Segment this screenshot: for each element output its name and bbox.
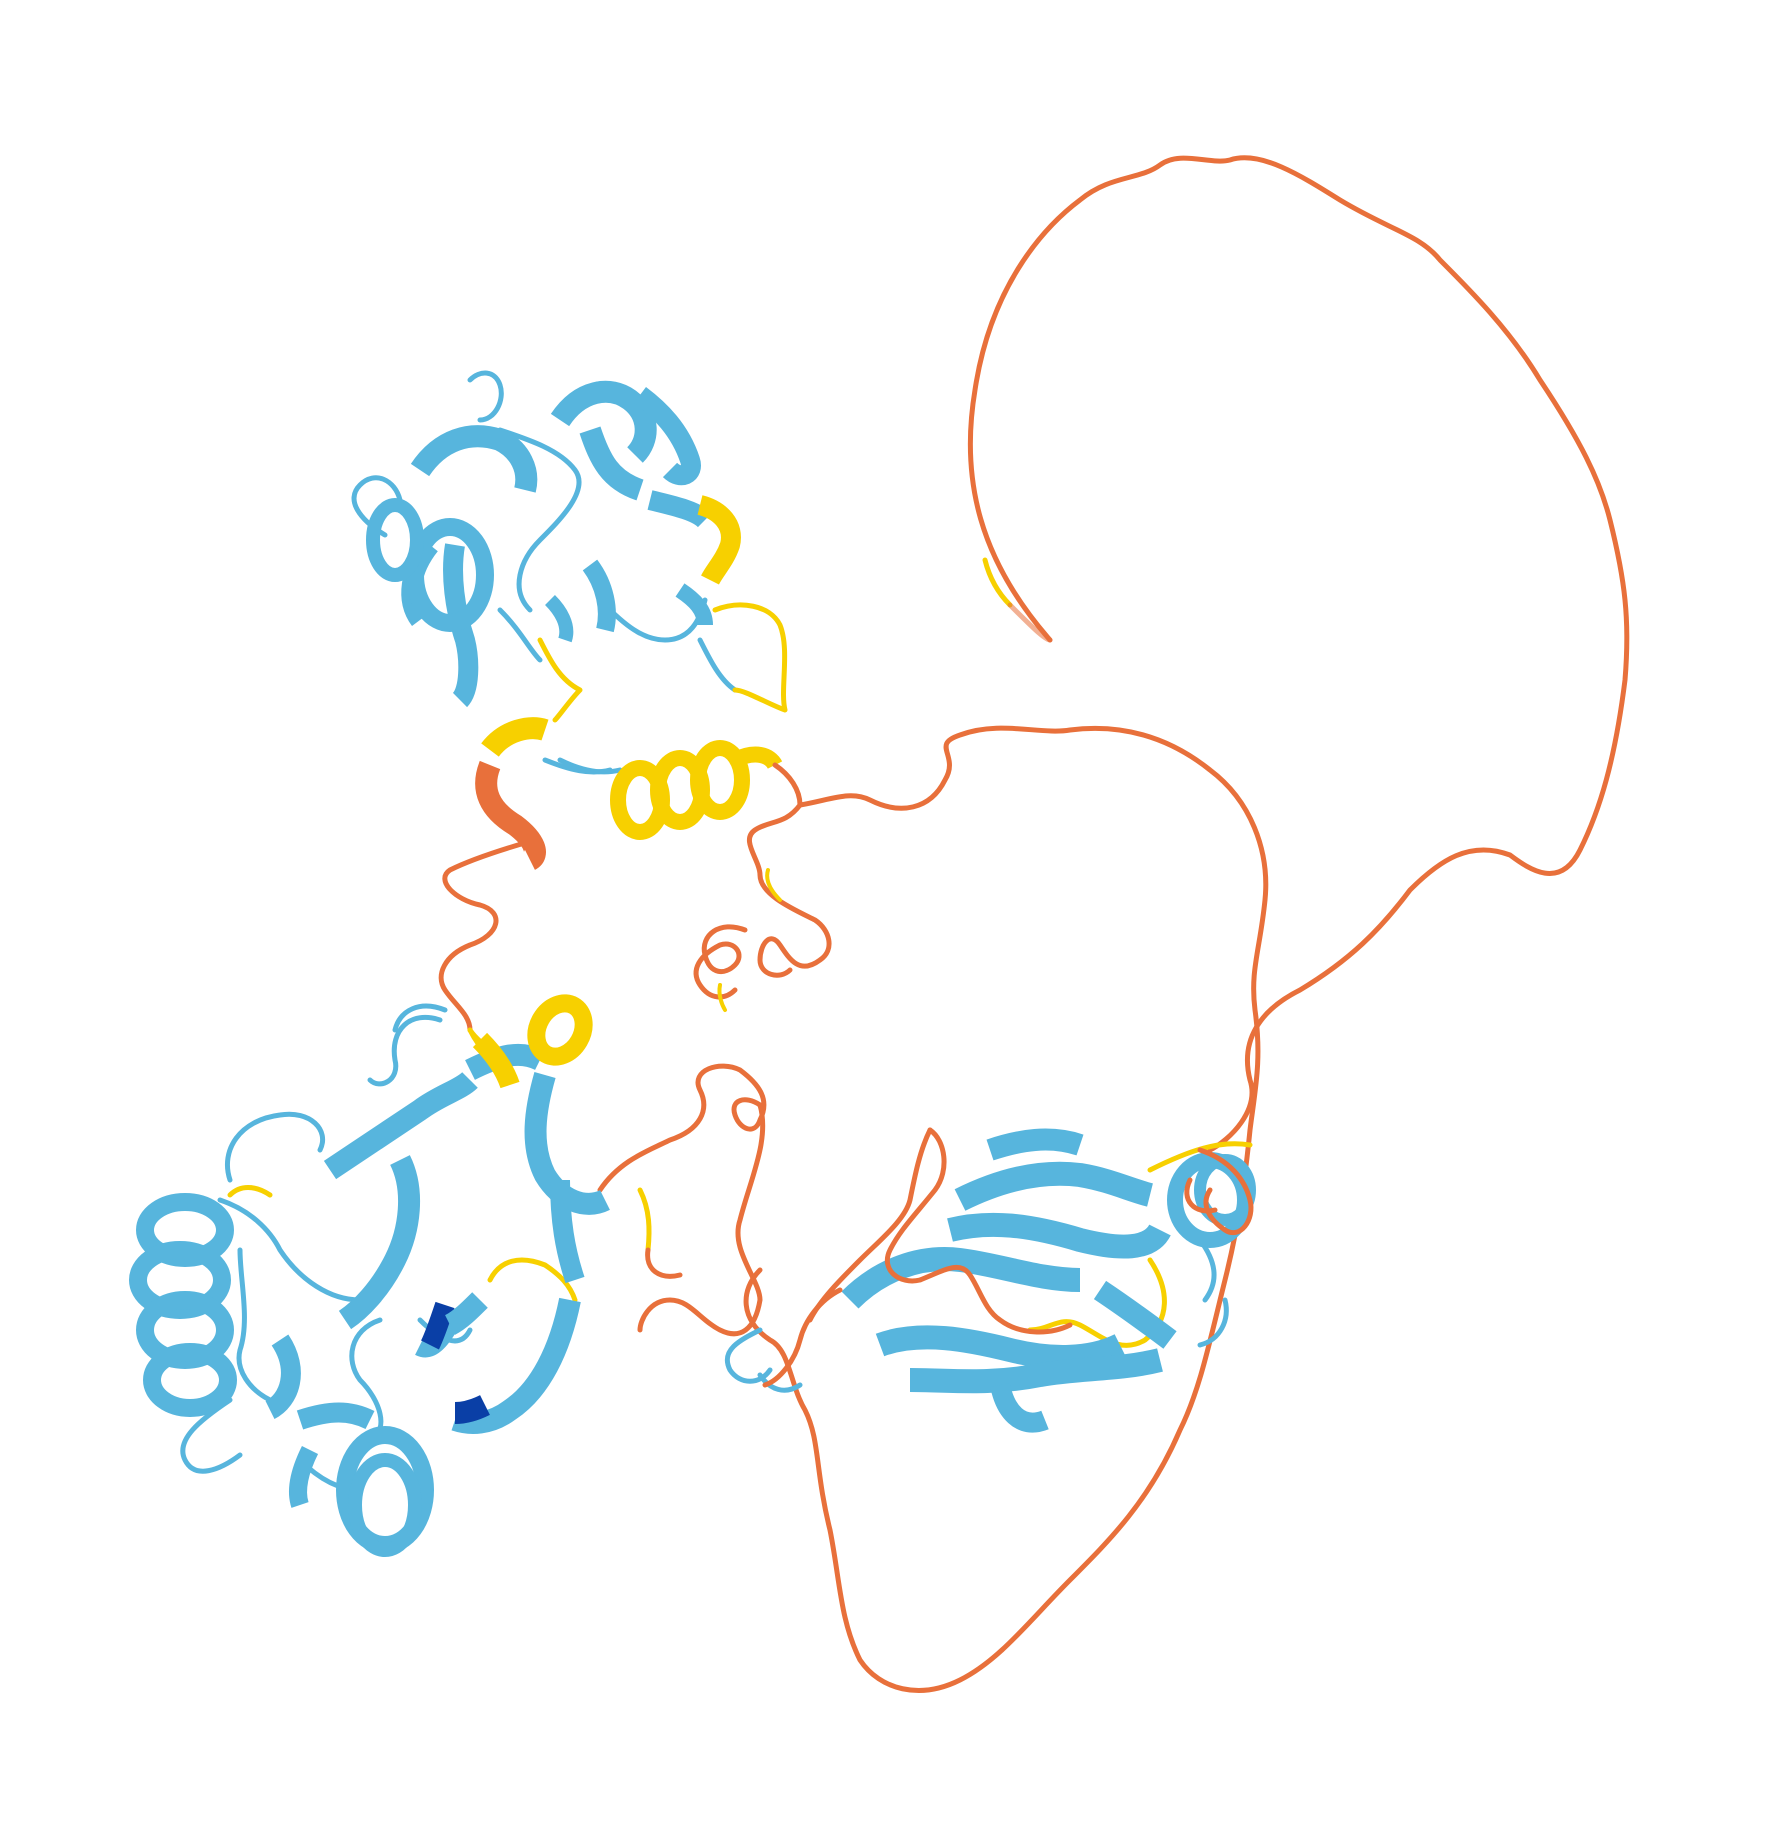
n-terminal-domain [351,370,788,775]
disordered-loop-overlay [762,1127,1254,1388]
disordered-linker-middle [597,1063,767,1337]
disordered-linker-left [438,837,538,1068]
helix-coil-yellow [610,740,783,840]
c-terminal-barrel-domain [724,1128,1256,1433]
middle-domain [129,1014,610,1557]
disordered-loop-medium [743,725,1269,1693]
disordered-linker-top [693,802,832,1012]
helix-low-confidence-top [475,717,803,870]
disordered-loop-large [967,155,1630,1153]
helix-low-confidence-middle [392,994,593,1089]
